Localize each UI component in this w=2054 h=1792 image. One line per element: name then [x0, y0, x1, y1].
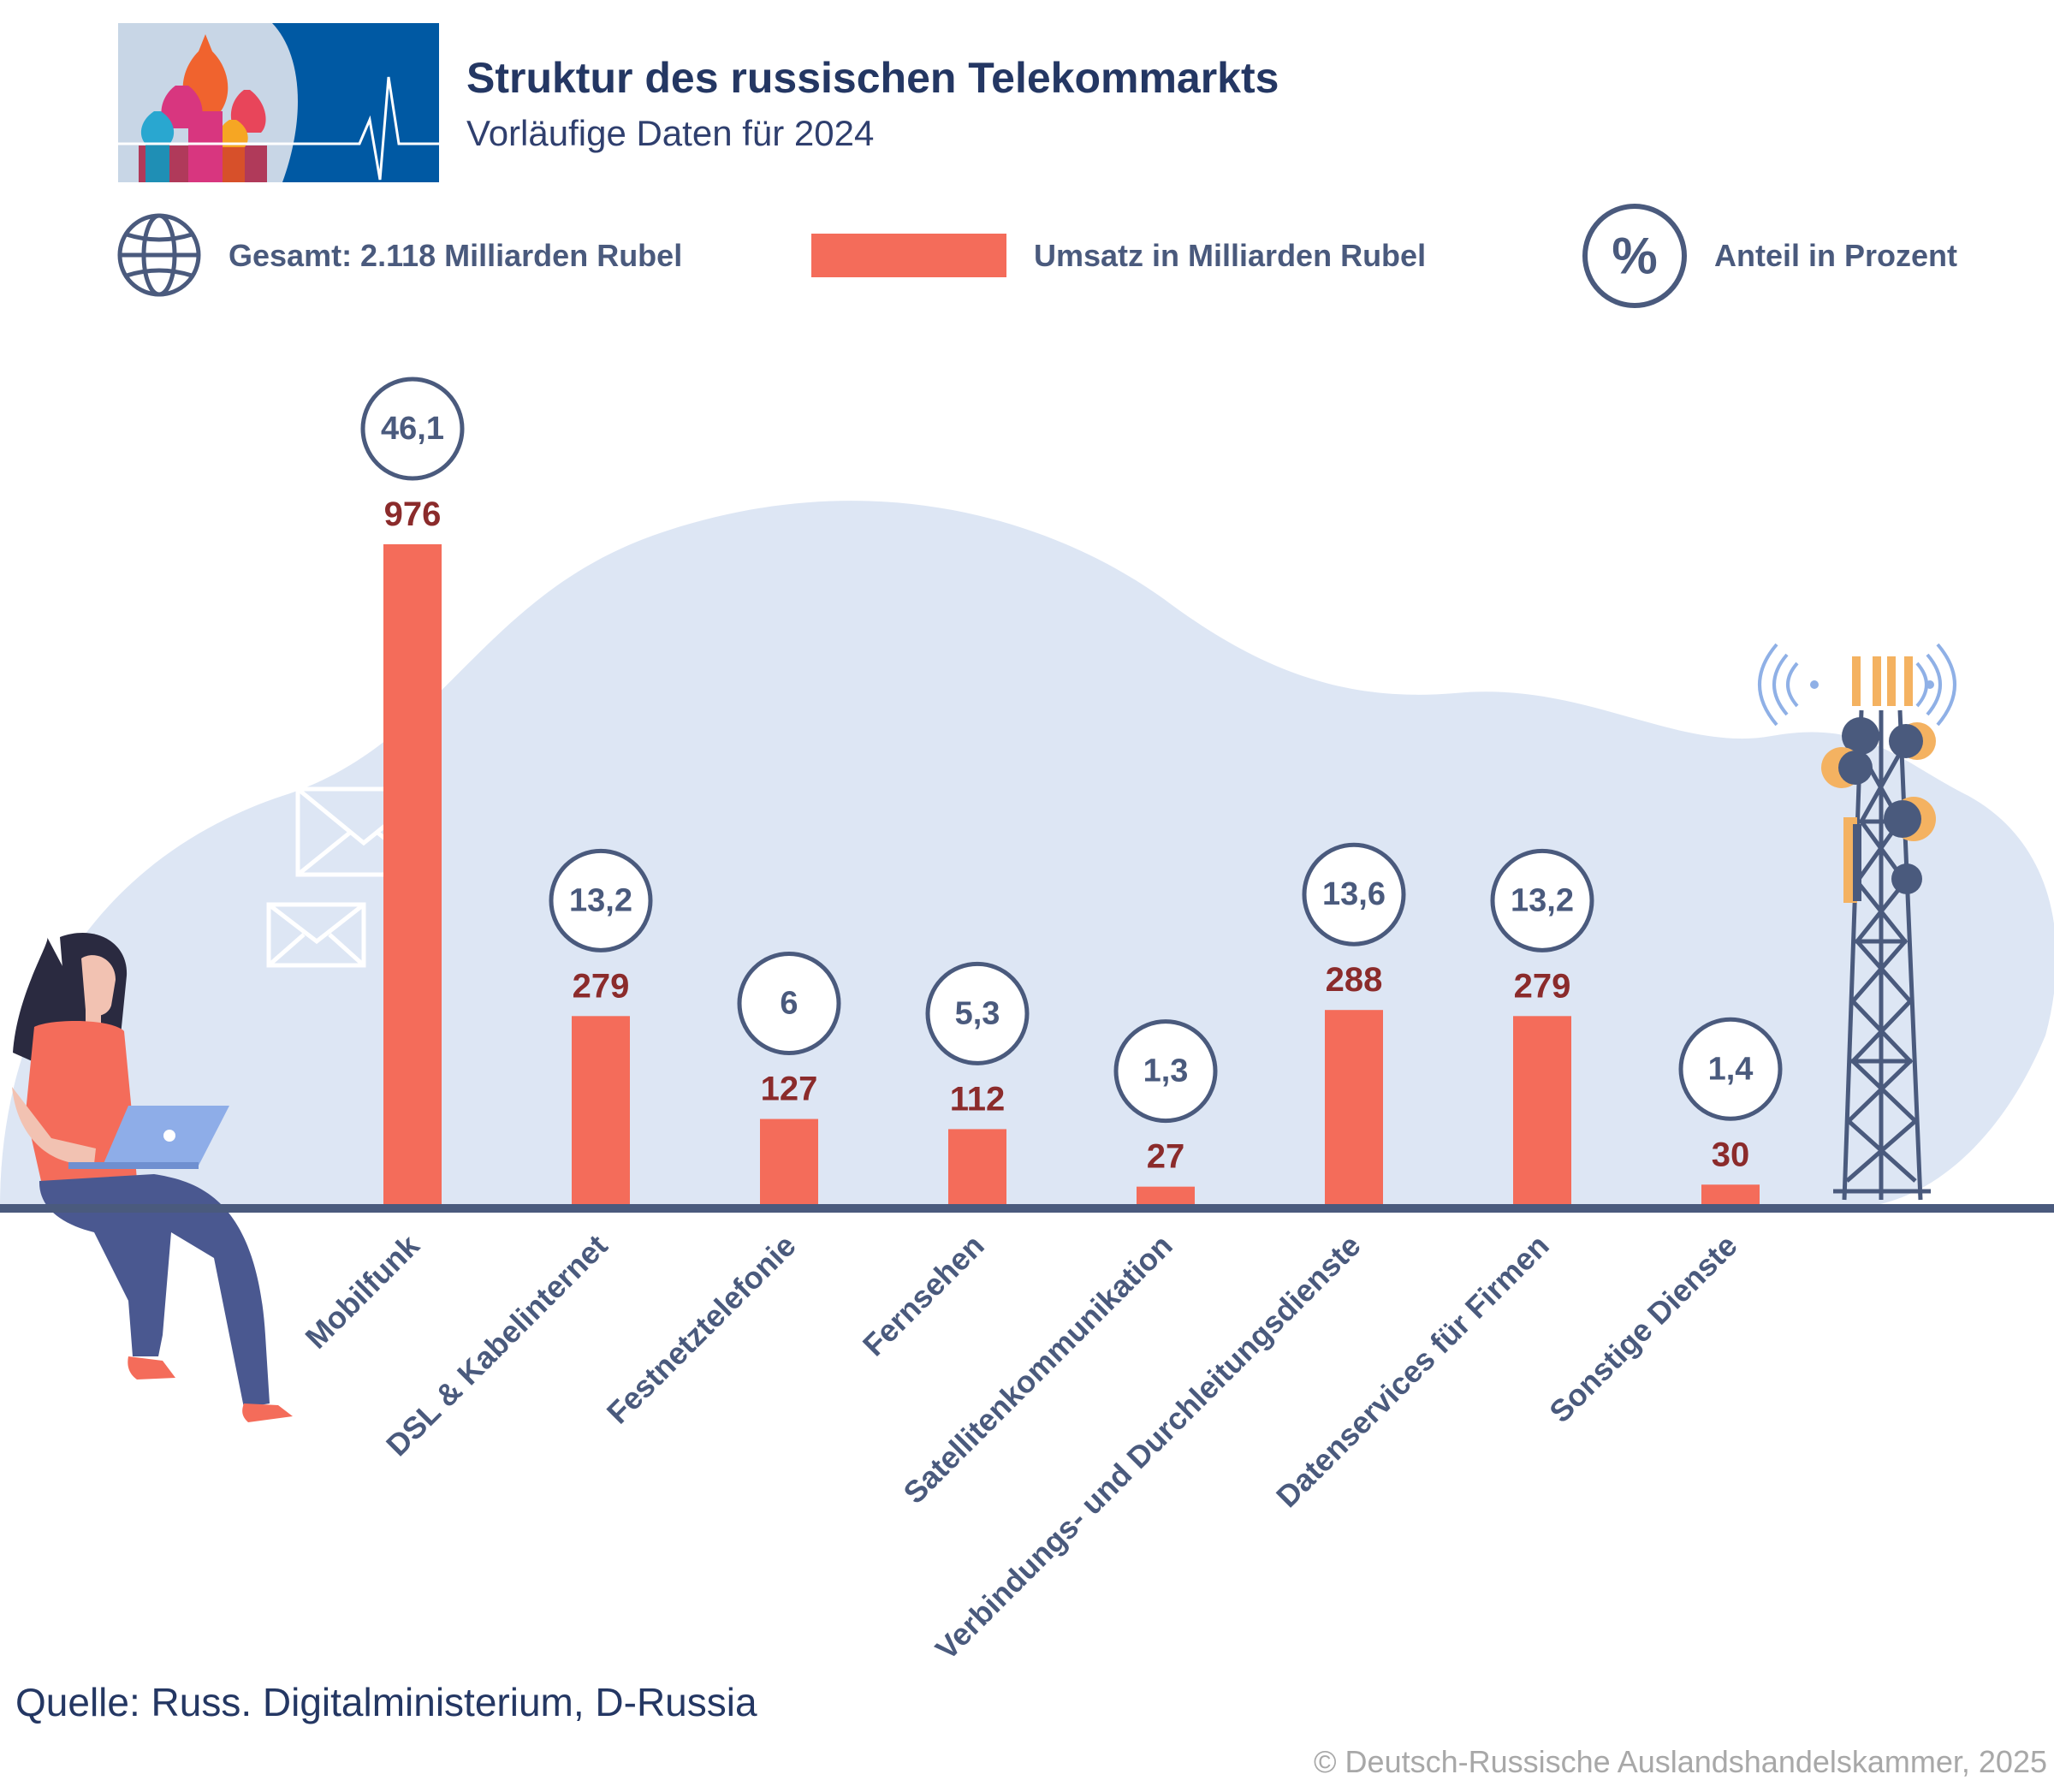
legend-revenue: Umsatz in Milliarden Rubel — [1034, 238, 1426, 273]
category-label: Mobilfunk — [298, 1227, 426, 1356]
share-circle — [1490, 848, 1594, 952]
bar-value-label: 30 — [1712, 1136, 1750, 1173]
category-label: Verbindungs- und Durchleitungsdienste — [929, 1228, 1368, 1667]
category-label: Festnetztelefonie — [600, 1228, 803, 1431]
legend-total: Gesamt: 2.118 Milliarden Rubel — [229, 238, 682, 273]
page-title: Struktur des russischen Telekommarkts — [466, 54, 1279, 102]
bar-value-label: 112 — [950, 1080, 1006, 1118]
header-logo — [118, 23, 439, 182]
bar-value-label: 976 — [384, 495, 442, 533]
telecom-tower-illustration — [1758, 643, 1956, 1201]
bar-series: 976 46,1 279 13,2 127 6 112 5,3 27 1,3 288 13,6 279 1… — [360, 377, 1783, 1205]
bar — [1325, 1010, 1383, 1205]
share-circle — [1678, 1017, 1783, 1121]
share-label: 1,4 — [1708, 1051, 1754, 1087]
heartbeat-line-icon — [118, 76, 439, 181]
category-label: Sonstige Dienste — [1542, 1228, 1744, 1430]
bar — [572, 1016, 630, 1205]
bar-value-label: 279 — [573, 967, 630, 1005]
category-label: Fernsehen — [856, 1228, 991, 1363]
share-circle — [1302, 842, 1406, 946]
bar-value-label: 127 — [761, 1071, 818, 1108]
share-label: 46,1 — [381, 411, 444, 447]
bar — [1137, 1186, 1195, 1205]
bar — [383, 544, 442, 1205]
legend-share: Anteil in Prozent — [1714, 238, 1957, 273]
bar — [760, 1119, 818, 1205]
globe-icon — [117, 213, 201, 297]
bar-value-label: 279 — [1514, 967, 1571, 1005]
share-label: 13,2 — [1511, 882, 1574, 918]
page-subtitle: Vorläufige Daten für 2024 — [466, 113, 874, 153]
cathedral-domes-icon — [139, 34, 267, 182]
share-circle — [925, 961, 1030, 1065]
bar — [1513, 1016, 1571, 1205]
percent-symbol: % — [1612, 228, 1657, 285]
share-label: 13,2 — [569, 882, 632, 918]
bar — [948, 1129, 1006, 1205]
source-note: Quelle: Russ. Digitalministerium, D-Russ… — [15, 1680, 757, 1724]
share-circle — [549, 848, 653, 952]
woman-with-laptop-illustration — [12, 933, 293, 1422]
copyright-note: © Deutsch-Russische Auslandshandelskamme… — [1314, 1744, 2047, 1779]
bar-value-label: 27 — [1147, 1138, 1185, 1176]
share-circle — [737, 952, 841, 1056]
bar-value-label: 288 — [1326, 961, 1383, 999]
share-label: 5,3 — [955, 995, 1000, 1031]
share-label: 13,6 — [1322, 876, 1386, 912]
bar — [1701, 1184, 1760, 1205]
percent-icon: % — [1582, 204, 1687, 308]
share-circle — [360, 377, 465, 481]
legend-bar-swatch — [811, 234, 1006, 277]
envelope-small-icon — [266, 902, 366, 968]
share-label: 6 — [780, 986, 798, 1022]
share-label: 1,3 — [1143, 1053, 1189, 1089]
x-axis-baseline — [0, 1204, 2054, 1213]
share-circle — [1113, 1019, 1218, 1124]
